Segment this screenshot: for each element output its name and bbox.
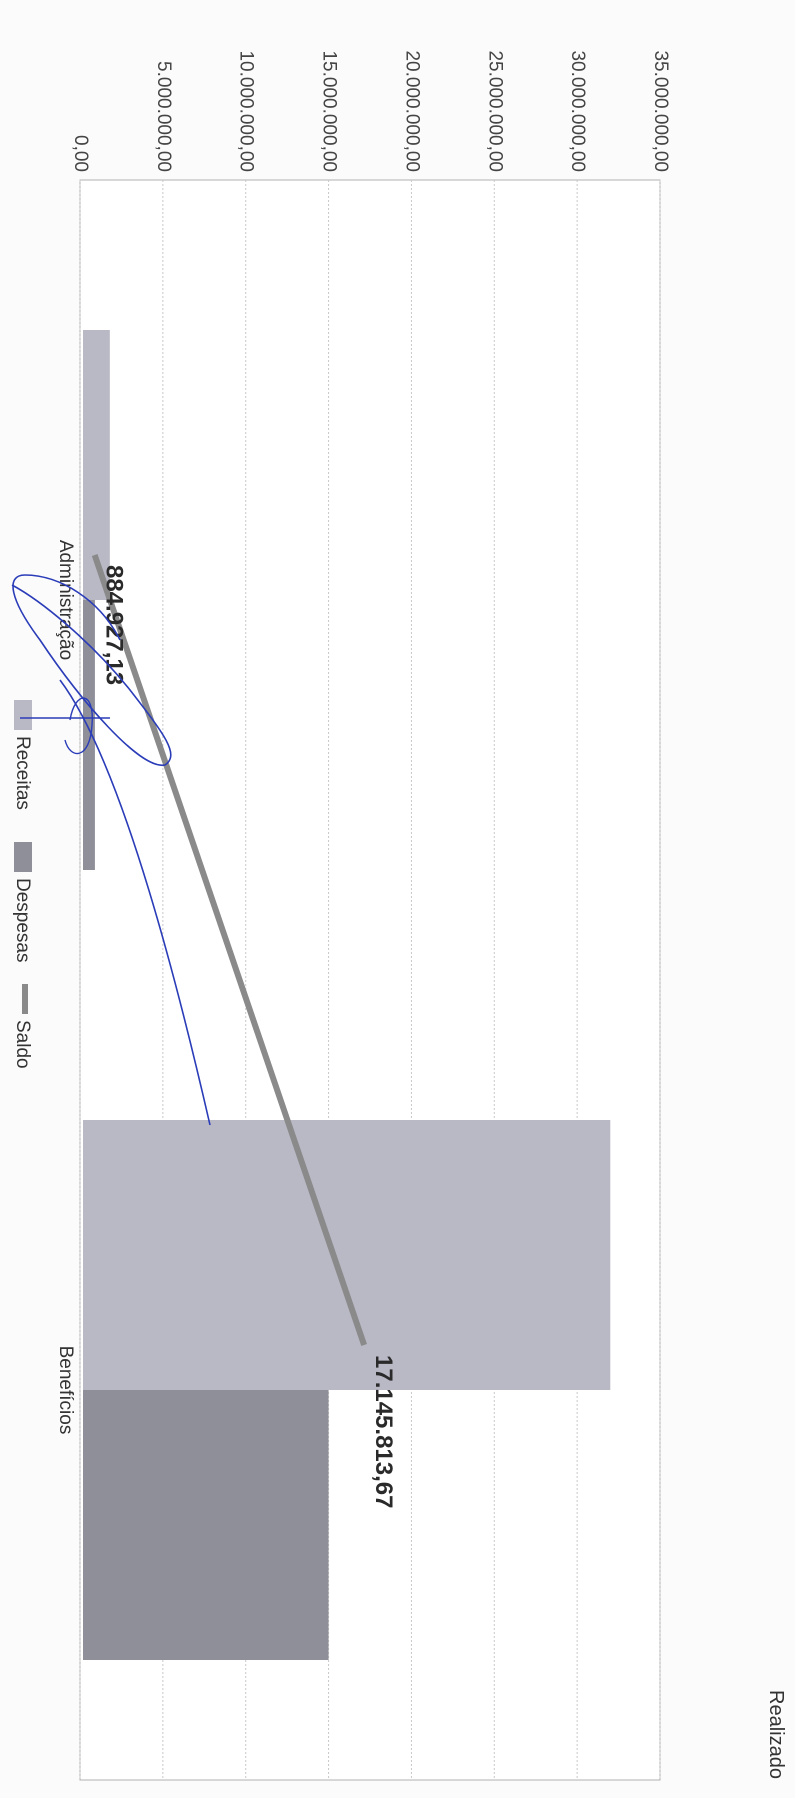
line-saldo [91, 554, 367, 1346]
y-tick-label: 20.000.000,00 [401, 50, 422, 172]
legend-label-saldo: Saldo [12, 1020, 33, 1069]
chart-labels: Administração Benefícios 884.927,13 17.145.… [55, 540, 787, 1779]
bar-despesas-1 [83, 1390, 329, 1660]
y-tick-label: 25.000.000,00 [484, 50, 505, 172]
category-label: Benefícios [55, 1346, 76, 1435]
y-tick-label: 35.000.000,00 [650, 50, 671, 172]
bar-receitas-1 [83, 1120, 611, 1390]
handwritten-signature [11, 574, 211, 1126]
legend-label-despesas: Despesas [12, 878, 33, 963]
legend-label-receitas: Receitas [12, 736, 33, 810]
legend-swatch-despesas [14, 842, 32, 872]
y-tick-label: 0,00 [70, 135, 91, 172]
bar-despesas-0 [83, 600, 95, 870]
y-tick-label: 30.000.000,00 [567, 50, 588, 172]
legend-swatch-saldo [22, 984, 28, 1014]
chart-title-partial: Realizado [765, 1690, 787, 1779]
y-tick-label: 10.000.000,00 [236, 50, 257, 172]
data-label: 17.145.813,67 [370, 1355, 397, 1508]
y-tick-label: 5.000.000,00 [153, 61, 174, 172]
y-tick-label: 15.000.000,00 [319, 50, 340, 172]
y-axis-ticks: 0,00 5.000.000,00 10.000.000,00 15.000.000,… [70, 50, 671, 172]
category-label: Administração [55, 540, 76, 660]
legend: Receitas Despesas Saldo [12, 700, 33, 1069]
data-label: 884.927,13 [101, 565, 128, 685]
chart-marks [83, 330, 611, 1660]
legend-swatch-receitas [14, 700, 32, 730]
